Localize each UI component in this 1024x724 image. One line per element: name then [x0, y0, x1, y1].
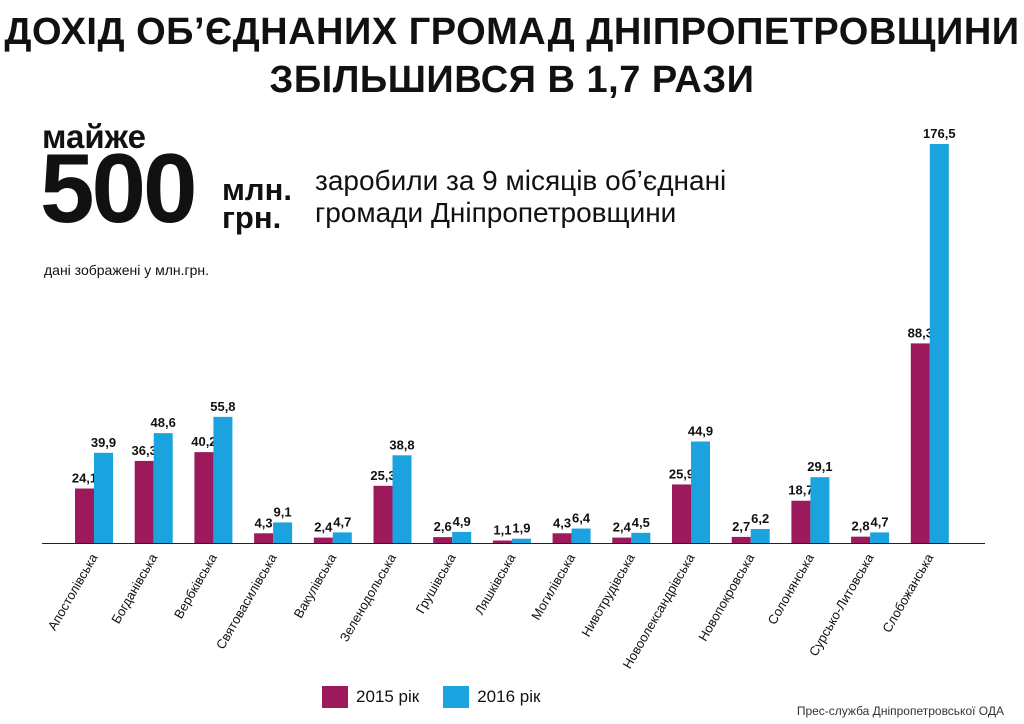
category-label: Новопокровська [695, 550, 758, 643]
data-label-2016: 55,8 [210, 399, 235, 414]
legend-label-2016: 2016 рік [477, 687, 541, 706]
data-label-2016: 6,4 [572, 511, 591, 526]
data-label-2016: 1,9 [512, 521, 530, 536]
bar-2015 [552, 533, 572, 543]
bar-2015 [134, 460, 154, 543]
bar-2015 [910, 343, 930, 543]
highlight-prefix: майже [42, 118, 146, 155]
bar-2015 [672, 484, 691, 543]
data-label-2016: 44,9 [688, 423, 713, 438]
data-label-2016: 9,1 [274, 504, 292, 519]
highlight-desc-1: заробили за 9 місяців об’єднані [315, 165, 727, 196]
bar-2016 [213, 416, 233, 543]
bar-2015 [313, 537, 333, 543]
bar-2015 [373, 485, 393, 543]
data-label-2015: 18,7 [788, 483, 813, 498]
legend: 2015 рік 2016 рік [322, 686, 554, 708]
category-label: Вакулівська [291, 550, 340, 620]
highlight-unit-2: грн. [222, 200, 282, 235]
category-label: Вербківська [171, 550, 221, 621]
bar-2016 [332, 532, 352, 543]
bar-2016 [691, 441, 710, 543]
data-label-2016: 4,9 [453, 514, 471, 529]
highlight-desc-2: громади Дніпропетровщини [315, 197, 677, 228]
data-label-2016: 38,8 [389, 437, 414, 452]
bar-2016 [631, 532, 651, 543]
bar-2016 [929, 144, 949, 543]
bar-2016 [810, 477, 830, 543]
legend-item-2016: 2016 рік [443, 686, 540, 708]
bar-2015 [492, 540, 512, 543]
data-label-2015: 2,4 [314, 520, 333, 535]
data-label-2016: 48,6 [151, 415, 176, 430]
bar-2015 [194, 452, 214, 543]
legend-item-2015: 2015 рік [322, 686, 419, 708]
data-label-2015: 1,1 [493, 523, 511, 538]
data-label-2015: 40,2 [191, 434, 216, 449]
data-label-2015: 25,9 [669, 466, 694, 481]
title-line-2: ЗБІЛЬШИВСЯ В 1,7 РАЗИ [269, 59, 755, 101]
data-label-2015: 2,8 [852, 519, 870, 534]
data-label-2015: 2,6 [434, 519, 452, 534]
category-label: Ляшківська [472, 550, 519, 617]
bar-2015 [433, 537, 453, 543]
category-label: Святовасилівська [213, 550, 280, 651]
category-label: Грушівська [413, 550, 460, 616]
data-label-2015: 4,3 [553, 515, 571, 530]
category-label: Богданівська [108, 550, 160, 626]
legend-label-2015: 2015 рік [356, 687, 420, 706]
data-label-2016: 4,7 [871, 514, 889, 529]
legend-swatch-2016 [443, 686, 470, 708]
bar-2015 [254, 533, 274, 543]
bar-2016 [94, 452, 113, 543]
bar-2016 [870, 532, 890, 543]
data-label-2015: 2,7 [732, 519, 750, 534]
bar-2016 [273, 522, 293, 543]
category-label: Апостолівська [45, 550, 101, 633]
bar-2016 [750, 528, 770, 543]
bar-2016 [452, 531, 472, 543]
data-label-2016: 29,1 [807, 459, 832, 474]
data-label-2015: 36,3 [132, 443, 157, 458]
data-label-2016: 176,5 [923, 126, 956, 141]
data-label-2016: 4,5 [632, 515, 650, 530]
bar-2015 [612, 537, 632, 543]
category-label: Нивотрудівська [578, 550, 638, 639]
units-note: дані зображені у млн.грн. [44, 262, 210, 278]
source-credit: Прес-служба Дніпропетровської ОДА [796, 704, 1004, 718]
category-label: Могилівська [528, 550, 578, 622]
category-label: Солонянська [764, 550, 817, 627]
data-label-2016: 4,7 [333, 514, 351, 529]
data-label-2015: 88,3 [908, 325, 933, 340]
bar-2016 [511, 538, 531, 543]
data-label-2015: 4,3 [255, 515, 273, 530]
bar-2015 [791, 500, 811, 543]
data-label-2016: 6,2 [751, 511, 769, 526]
bar-2016 [571, 528, 591, 543]
bar-2015 [851, 536, 871, 543]
category-label: Сурсько-Литовська [806, 550, 877, 658]
bar-2016 [392, 455, 412, 543]
title-line-1: ДОХІД ОБ’ЄДНАНИХ ГРОМАД ДНІПРОПЕТРОВЩИНИ [4, 11, 1020, 53]
category-label: Зеленодольська [337, 550, 400, 644]
bar-2016 [153, 433, 173, 543]
highlight-unit-1: млн. [222, 172, 292, 207]
legend-swatch-2015 [322, 686, 348, 708]
data-label-2015: 24,1 [72, 471, 97, 486]
data-label-2016: 39,9 [91, 435, 116, 450]
data-label-2015: 2,4 [613, 520, 632, 535]
highlight-number: 500 [40, 133, 198, 243]
category-label: Слобожанська [879, 550, 937, 635]
data-label-2015: 25,3 [370, 468, 395, 483]
bar-2015 [731, 536, 751, 543]
bar-2015 [75, 488, 94, 543]
